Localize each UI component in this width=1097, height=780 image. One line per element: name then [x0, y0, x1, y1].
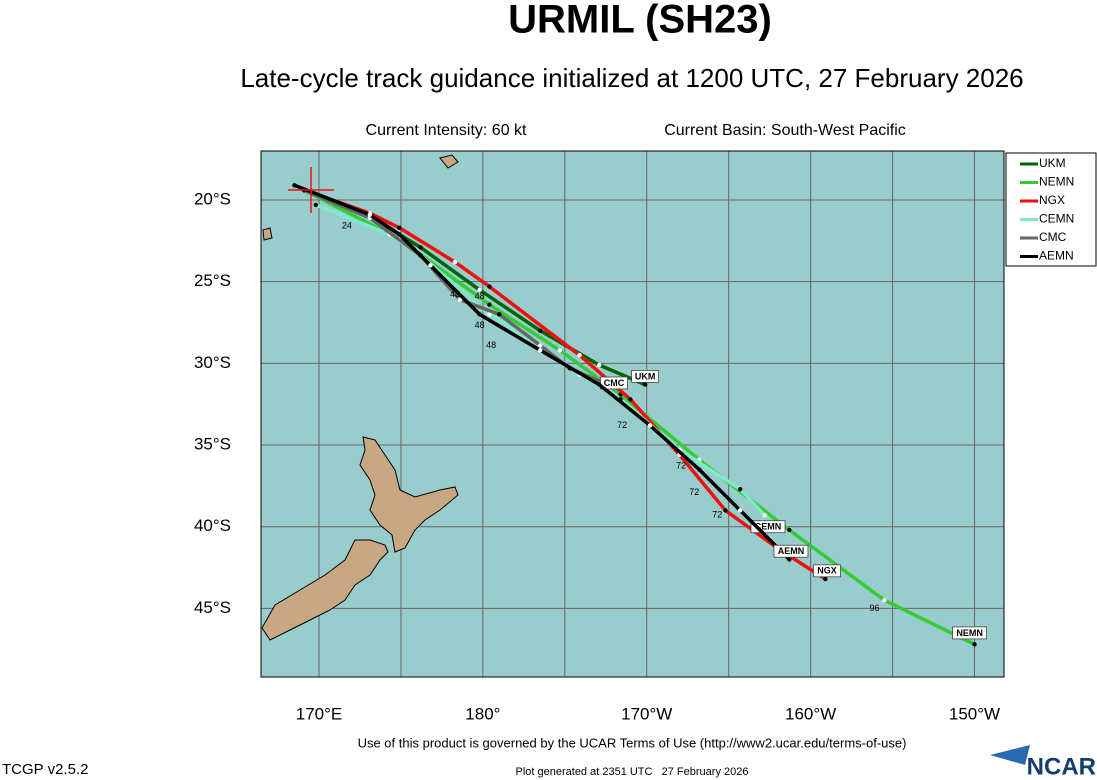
- map-frame: [260, 150, 1005, 678]
- logo-mark: [990, 745, 1030, 765]
- y-tick-label: 35°S: [194, 435, 231, 454]
- x-tick-label: 180°: [465, 704, 500, 723]
- track-point: [367, 212, 373, 217]
- track-point: [497, 312, 502, 317]
- legend-label: CMC: [1039, 230, 1067, 244]
- x-tick-label: 160°W: [785, 704, 836, 723]
- current-position: [288, 167, 334, 213]
- new-caledonia-islands: [262, 227, 273, 241]
- logo: NCAR: [990, 745, 1096, 780]
- y-tick-label: 40°S: [194, 516, 231, 535]
- hour-label: 48: [486, 340, 496, 350]
- hour-label: 24: [342, 221, 352, 231]
- track-point: [696, 467, 702, 472]
- intensity: Current Intensity: 60 kt: [366, 122, 528, 139]
- legend-label: CEMN: [1039, 212, 1074, 226]
- track-point: [823, 576, 828, 582]
- track-point: [577, 352, 582, 358]
- track-point: [487, 312, 492, 317]
- land: [261, 154, 459, 641]
- track-point: [557, 348, 563, 353]
- track-point: [457, 297, 463, 302]
- end-label-box: [631, 370, 660, 383]
- end-label-box: [773, 544, 809, 558]
- x-tick-label: 170°W: [621, 704, 672, 723]
- fiji: [439, 154, 459, 169]
- track-point: [597, 362, 602, 368]
- map: [261, 151, 1004, 677]
- north-island: [359, 436, 459, 553]
- legend-label: AEMN: [1039, 249, 1074, 263]
- track-point: [538, 348, 543, 353]
- logo-text: NCAR: [1027, 753, 1096, 780]
- end-label-box: [952, 626, 987, 640]
- hour-label: 48: [475, 291, 485, 301]
- track-point: [397, 225, 402, 230]
- legend-label: UKM: [1039, 156, 1066, 170]
- y-tick-label: 30°S: [194, 353, 231, 372]
- hour-label: 72: [689, 487, 699, 497]
- track-point: [397, 232, 402, 237]
- hour-label: 96: [870, 603, 880, 613]
- track-point: [737, 508, 743, 513]
- track-point: [628, 397, 633, 402]
- basin: Current Basin: South-West Pacific: [664, 122, 906, 139]
- legend-box: [1005, 152, 1097, 267]
- title: URMIL (SH23): [508, 0, 772, 42]
- ocean: [261, 151, 1004, 677]
- track-point: [477, 287, 482, 293]
- end-label: UKM: [635, 371, 656, 381]
- terms: Use of this product is governed by the U…: [358, 735, 907, 750]
- end-label: CEMN: [755, 522, 782, 532]
- y-tick-label: 45°S: [194, 598, 231, 617]
- track-point: [647, 423, 653, 428]
- hour-label: 72: [676, 461, 686, 471]
- track-point: [762, 513, 767, 518]
- south-island: [261, 539, 389, 641]
- track-point: [882, 598, 887, 603]
- track-point: [538, 328, 543, 333]
- end-label: NEMN: [956, 628, 983, 638]
- track-point: [418, 245, 423, 250]
- end-label: NGX: [817, 566, 837, 576]
- hour-label: 48: [450, 289, 460, 299]
- legend-label: NGX: [1039, 193, 1065, 207]
- version: TCGP v2.5.2: [2, 761, 88, 778]
- subtitle: Late-cycle track guidance initialized at…: [240, 63, 1023, 93]
- hour-label: 48: [475, 320, 485, 330]
- track-point: [487, 284, 492, 289]
- track-point: [452, 259, 458, 265]
- track-point: [737, 486, 743, 492]
- end-label: CMC: [604, 378, 625, 388]
- track-point: [723, 508, 728, 513]
- hour-label: 72: [617, 420, 627, 430]
- track-point: [597, 382, 602, 387]
- track-point: [487, 302, 492, 307]
- track-point: [477, 312, 482, 317]
- y-tick-label: 20°S: [194, 189, 231, 208]
- track-point: [642, 382, 648, 387]
- generated: Plot generated at 2351 UTC 27 February 2…: [516, 766, 749, 778]
- x-tick-label: 150°W: [949, 704, 1000, 723]
- track-point: [292, 183, 297, 188]
- legend-label: NEMN: [1039, 175, 1074, 189]
- y-tick-label: 25°S: [194, 271, 231, 290]
- hour-label: 72: [712, 510, 722, 520]
- track-point: [313, 202, 318, 208]
- track-point: [972, 642, 977, 647]
- x-tick-label: 170°E: [296, 704, 343, 723]
- track-point: [538, 343, 543, 348]
- track-point: [787, 557, 792, 562]
- end-label-box: [813, 564, 841, 578]
- track-point: [428, 263, 433, 268]
- end-label: AEMN: [778, 546, 805, 556]
- track-point: [787, 527, 792, 533]
